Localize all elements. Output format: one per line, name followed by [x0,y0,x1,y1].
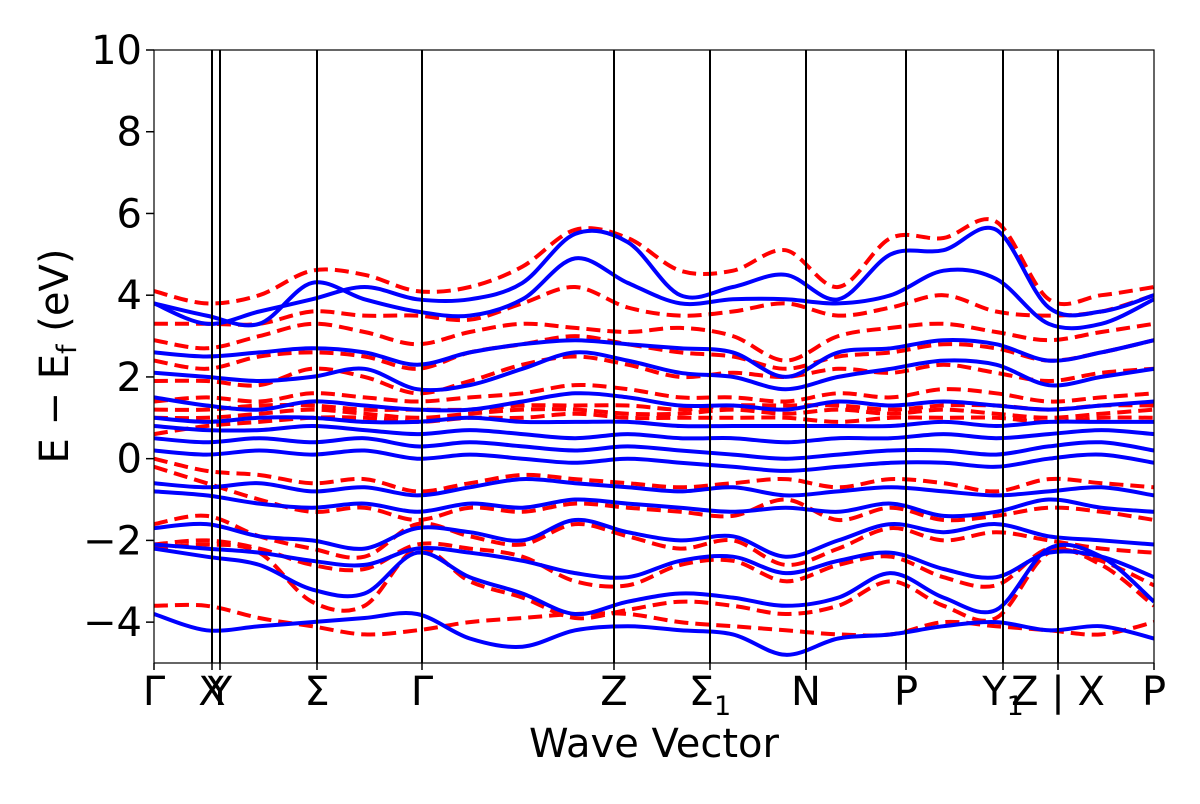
x-tick-label: Z | X [1011,669,1105,715]
band-line-blue-solid-14 [154,225,1154,326]
plot-frame [153,49,1155,664]
y-tick-label: 0 [117,437,142,483]
band-line-red-dashed-1 [154,542,1154,623]
band-line-red-dashed-12 [154,321,1154,363]
kpoint-lines [211,50,1059,663]
x-tick-label: Z [600,669,627,715]
y-axis-label-tail: (eV) [32,249,78,345]
band-line-red-dashed-13 [154,284,1154,327]
band-line-blue-solid-1 [154,542,1154,617]
x-tick-label: Σ1 [689,669,731,722]
band-line-red-dashed-9 [154,382,1154,404]
y-axis-label: E − Ef (eV) [32,249,83,464]
x-tick-label: Y1 [981,669,1024,722]
band-line-red-dashed-0 [154,602,1154,638]
y-tick-label: 4 [117,273,142,319]
x-tick-label: X [198,669,225,715]
x-tick-label: Y [207,669,233,715]
band-line-blue-solid-13 [154,256,1154,331]
y-tick-label: 6 [117,191,142,237]
x-tick-label: N [791,669,821,715]
band-line-red-dashed-14 [154,217,1154,307]
x-tick-label: P [1142,669,1166,715]
y-axis-label-sub: f [52,343,83,354]
band-line-red-dashed-10 [154,354,1154,396]
x-axis-label: Wave Vector [529,721,780,767]
y-tick-label: 8 [117,110,142,156]
band-line-red-dashed-5 [154,456,1154,494]
y-tick-label: −4 [83,600,142,646]
y-tick-label: −2 [83,518,142,564]
y-tick-label: 2 [117,355,142,401]
x-tick-label: Σ [304,669,329,715]
x-tick-label: Γ [143,669,166,715]
x-tick-label: P [894,669,918,715]
y-ticks: −4 −2 0 2 4 6 8 10 [83,28,154,646]
y-tick-label: 10 [91,28,142,74]
band-line-red-dashed-11 [154,334,1154,371]
y-axis-label-main: E − E [32,354,78,464]
x-tick-label: Γ [411,669,434,715]
